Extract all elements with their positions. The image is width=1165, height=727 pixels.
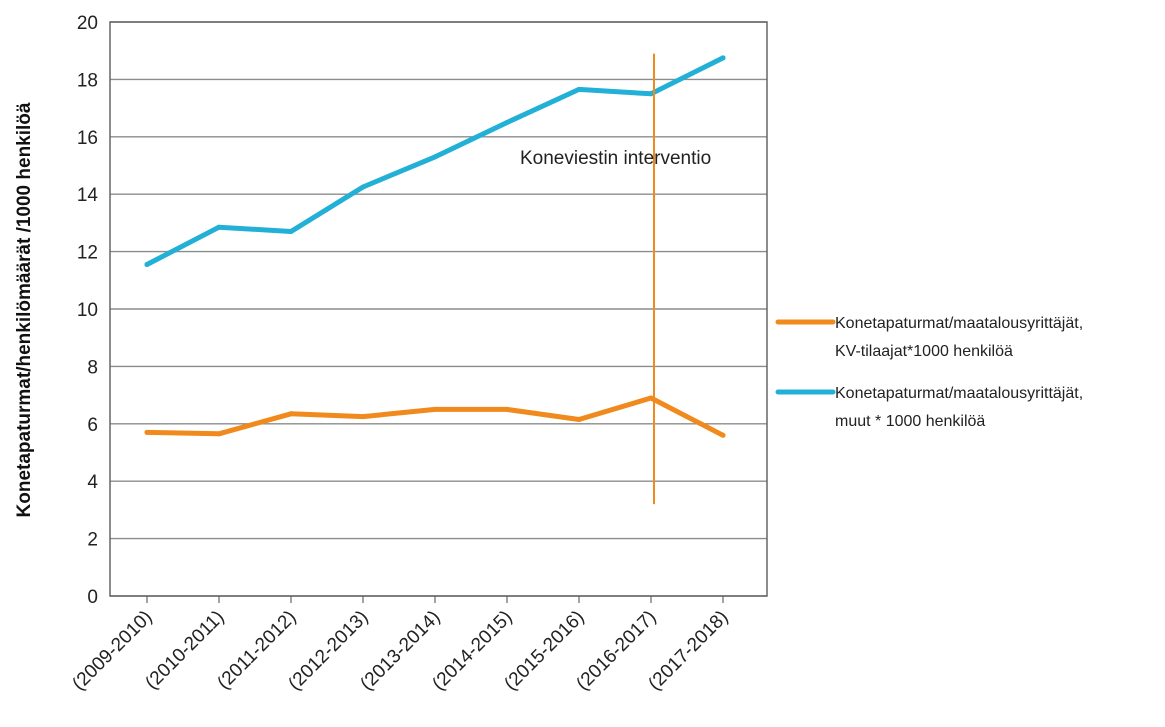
y-tick-label: 16 (77, 128, 98, 149)
data-point (432, 154, 438, 160)
y-tick-label: 8 (87, 357, 98, 378)
y-tick-label: 14 (77, 185, 99, 206)
legend-label: muut * 1000 henkilöä (835, 413, 985, 430)
series-line-0 (144, 395, 726, 438)
data-point (648, 91, 654, 97)
y-tick-label: 2 (87, 530, 98, 551)
data-point (360, 184, 366, 190)
data-point (216, 224, 222, 230)
data-point (576, 86, 582, 92)
data-point (144, 262, 150, 268)
intervention-label: Koneviestin interventio (520, 148, 711, 169)
y-axis-label: Konetapaturmat/henkilömäärät /1000 henki… (14, 102, 35, 517)
grid-lines (110, 21, 767, 597)
data-point (648, 395, 654, 401)
y-tick-label: 4 (87, 472, 98, 493)
data-point (720, 432, 726, 438)
data-point (216, 431, 222, 437)
data-point (720, 55, 726, 61)
data-point (504, 406, 510, 412)
data-point (144, 429, 150, 435)
y-tick-label: 10 (77, 300, 98, 321)
series-lines (144, 55, 726, 438)
legend-label: Konetapaturmat/maatalousyrittäjät, (835, 385, 1083, 402)
x-axis-ticks: (2009-2010)(2010-2011)(2011-2012)(2012-2… (68, 596, 733, 695)
data-point (360, 414, 366, 420)
plot-frame (109, 21, 768, 597)
data-point (432, 406, 438, 412)
data-point (288, 229, 294, 235)
data-point (288, 411, 294, 417)
intervention-annotation: Koneviestin interventio (520, 53, 711, 505)
legend-label: Konetapaturmat/maatalousyrittäjät, (835, 315, 1083, 332)
y-tick-label: 6 (87, 415, 98, 436)
y-tick-label: 20 (77, 13, 98, 34)
legend: Konetapaturmat/maatalousyrittäjät, KV-til… (775, 315, 1083, 430)
y-tick-label: 18 (77, 70, 98, 91)
legend-label: KV-tilaajat*1000 henkilöä (835, 343, 1013, 360)
y-tick-label: 12 (77, 243, 98, 264)
data-point (576, 416, 582, 422)
y-axis-ticks: 0 2 4 6 8 10 12 14 16 18 20 (77, 13, 99, 608)
data-point (504, 119, 510, 125)
y-tick-label: 0 (87, 587, 98, 608)
